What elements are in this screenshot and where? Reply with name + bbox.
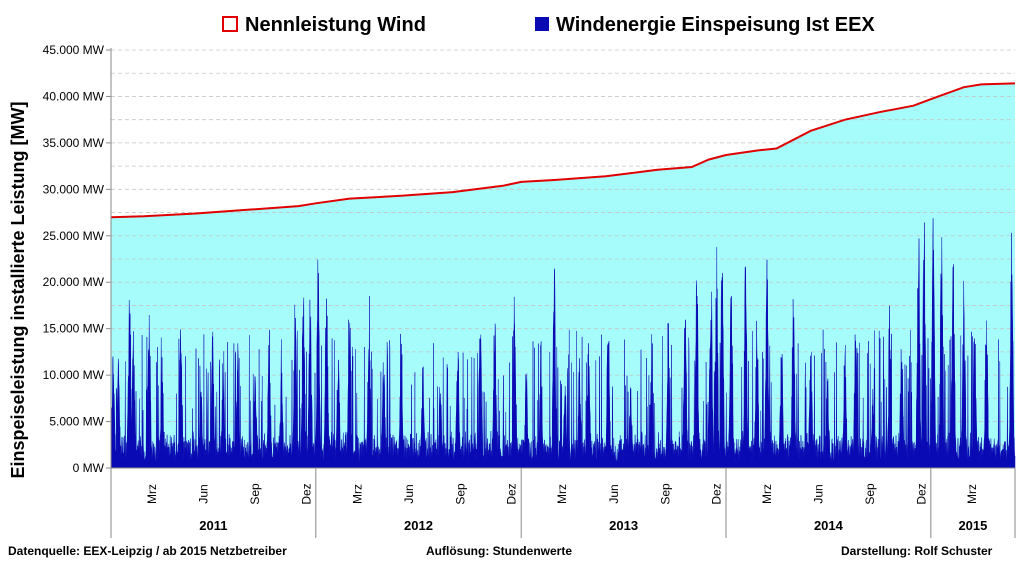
month-label: Jun [402, 484, 416, 503]
y-tick-label: 30.000 MW [43, 182, 105, 196]
footer-source: Datenquelle: EEX-Leipzig / ab 2015 Netzb… [8, 544, 287, 558]
y-tick-label: 20.000 MW [43, 275, 105, 289]
legend-marker-einspeisung [535, 17, 549, 31]
legend: Nennleistung Wind Windenergie Einspeisun… [222, 14, 875, 36]
month-label: Mrz [555, 484, 569, 504]
legend-label-nennleistung: Nennleistung Wind [245, 14, 426, 36]
footer-author: Darstellung: Rolf Schuster [841, 544, 993, 558]
capacity-area-fill [111, 83, 1015, 469]
month-label: Jun [812, 484, 826, 503]
legend-label-einspeisung: Windenergie Einspeisung Ist EEX [556, 14, 875, 36]
legend-marker-nennleistung [222, 16, 238, 32]
month-label: Dez [505, 483, 519, 504]
month-label: Sep [863, 483, 877, 505]
x-axis-labels: Mrz Jun Sep Dez Mrz Jun Sep Dez Mrz Jun Sep Dez Mrz J… [110, 468, 987, 538]
month-label: Sep [248, 483, 262, 505]
footer: Datenquelle: EEX-Leipzig / ab 2015 Netzb… [8, 544, 993, 558]
footer-resolution: Auflösung: Stundenwerte [426, 544, 572, 558]
month-label: Mrz [760, 484, 774, 504]
year-label: 2011 [199, 518, 227, 533]
y-tick-label: 45.000 MW [43, 43, 105, 57]
month-label: Dez [299, 483, 313, 504]
capacity-series-line [110, 82, 1016, 219]
month-label: Mrz [145, 484, 159, 504]
y-tick-label: 40.000 MW [43, 89, 105, 103]
month-label: Jun [197, 484, 211, 503]
feed-in-area [110, 218, 1016, 469]
year-label: 2012 [404, 518, 433, 533]
y-tick-label: 5.000 MW [49, 415, 104, 429]
month-label: Mrz [350, 484, 364, 504]
month-label: Dez [710, 483, 724, 504]
year-label: 2015 [958, 518, 987, 533]
y-axis-label: Einspeiseleistung installierte Leistung … [8, 101, 28, 478]
feed-in-series [110, 218, 1016, 469]
month-label: Mrz [965, 484, 979, 504]
y-tick-label: 10.000 MW [43, 368, 105, 382]
capacity-line [110, 82, 1016, 219]
axes [110, 48, 1016, 538]
year-label: 2014 [814, 518, 844, 533]
y-tick-label: 15.000 MW [43, 322, 105, 336]
capacity-area [111, 83, 1015, 469]
y-tick-label: 35.000 MW [43, 136, 105, 150]
y-tick-label: 25.000 MW [43, 229, 105, 243]
month-label: Sep [454, 483, 468, 505]
y-tick-labels: 0 MW 5.000 MW 10.000 MW 15.000 MW 20.000 MW 2… [43, 43, 111, 475]
y-tick-label: 0 MW [73, 461, 105, 475]
month-label: Dez [914, 483, 928, 504]
year-label: 2013 [609, 518, 638, 533]
month-label: Sep [658, 483, 672, 505]
month-label: Jun [607, 484, 621, 503]
